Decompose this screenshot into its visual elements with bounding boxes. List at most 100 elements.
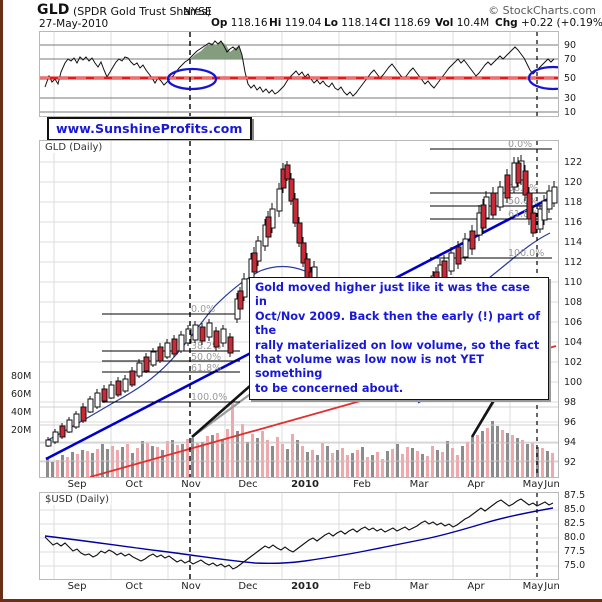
main-x-axis: Sep Oct Nov Dec 2010 Feb Mar Apr May Jun: [39, 478, 560, 494]
rsi-line: [44, 40, 555, 97]
exchange-name: NYSE: [183, 5, 212, 18]
annotation-line-5: to be concerned about.: [255, 381, 404, 395]
usd-xaxis-label-may: May: [522, 581, 544, 592]
change-value: +0.22 (+0.19%): [521, 17, 602, 29]
volume-label: Vol: [435, 17, 454, 29]
watermark-text: www.SunshineProfits.com: [56, 121, 243, 136]
svg-text:50.0%: 50.0%: [191, 352, 221, 363]
usd-tick-850: 85.0: [564, 504, 586, 515]
ticker-symbol: GLD: [37, 2, 70, 18]
close-field: Cl 118.69: [379, 17, 430, 29]
usd-xaxis-label-apr: Apr: [467, 581, 485, 592]
sunshineprofits-watermark: www.SunshineProfits.com: [47, 117, 252, 141]
price-tick-92: 92: [564, 457, 577, 468]
price-panel-title: GLD (Daily): [43, 142, 105, 153]
price-tick-102: 102: [564, 357, 583, 368]
usd-tick-775: 77.5: [564, 546, 586, 557]
rsi-plot: [40, 32, 558, 116]
price-tick-118: 118: [564, 197, 583, 208]
xaxis-label-apr: Apr: [467, 479, 485, 490]
high-field: Hi 119.04: [269, 17, 321, 29]
rsi-tick-90: 90: [564, 40, 577, 51]
volume-bars: [46, 403, 554, 477]
open-value: 118.16: [230, 17, 268, 29]
volume-tick-40m: 40M: [11, 407, 32, 418]
close-value: 118.69: [393, 17, 431, 29]
change-label: Chg: [495, 17, 518, 29]
usd-xaxis-label-dec: Dec: [238, 581, 258, 592]
annotation-line-3: rally materialized on low volume, so the…: [255, 338, 540, 352]
low-value: 118.14: [341, 17, 378, 29]
rsi-highlight-ellipse-right: [527, 65, 558, 91]
volume-gridlines: [40, 406, 558, 462]
open-field: Op 118.16: [211, 17, 268, 29]
chart-header: GLD (SPDR Gold Trust Shares) NYSE © Stoc…: [3, 0, 602, 30]
usd-xaxis-label-mar: Mar: [409, 581, 429, 592]
annotation-line-1: Gold moved higher just like it was the c…: [255, 281, 530, 309]
usd-index-panel: $USD (Daily) 87.5 85.0 82.5 80.0 77.5 75…: [39, 490, 585, 580]
usd-tick-875: 87.5: [564, 490, 586, 501]
xaxis-label-may: May: [522, 479, 544, 490]
usd-xaxis-label-feb: Feb: [353, 581, 371, 592]
volume-tick-60m: 60M: [11, 389, 32, 400]
fib-labels-right: 0.0% 38.2% 50.0% 61.8% 100.0%: [508, 141, 544, 259]
rsi-tick-70: 70: [564, 54, 577, 65]
usd-xaxis-label-2010: 2010: [291, 581, 319, 592]
low-field: Lo 118.14: [324, 17, 378, 29]
usd-xaxis-label-jun: Jun: [544, 581, 560, 592]
price-tick-98: 98: [564, 397, 577, 408]
svg-text:0.0%: 0.0%: [191, 304, 215, 315]
price-tick-114: 114: [564, 237, 583, 248]
chart-date: 27-May-2010: [39, 18, 109, 30]
price-tick-108: 108: [564, 297, 583, 308]
usd-moving-average-line: [44, 507, 554, 565]
rsi-tick-50: 50: [564, 73, 577, 84]
rsi-overbought-shading: [190, 41, 242, 59]
usd-tick-825: 82.5: [564, 518, 586, 529]
xaxis-label-dec: Dec: [238, 479, 258, 490]
stockcharts-logo: © StockCharts.com: [488, 4, 596, 17]
high-value: 119.04: [284, 17, 322, 29]
usd-panel-title: $USD (Daily): [43, 494, 112, 505]
volume-field: Vol 10.4M: [435, 17, 489, 29]
xaxis-label-mar: Mar: [409, 479, 429, 490]
svg-text:100.0%: 100.0%: [191, 392, 227, 403]
fib-retracement-left: [102, 313, 240, 403]
xaxis-label-sep: Sep: [67, 479, 87, 490]
usd-plot: [40, 493, 558, 579]
xaxis-label-2010: 2010: [291, 479, 319, 490]
price-tick-120: 120: [564, 177, 583, 188]
usd-x-axis: Sep Oct Nov Dec 2010 Feb Mar Apr May Jun: [39, 580, 560, 596]
price-tick-122: 122: [564, 157, 583, 168]
rsi-tick-30: 30: [564, 93, 577, 104]
price-tick-112: 112: [564, 257, 583, 268]
price-tick-100: 100: [564, 377, 583, 388]
low-label: Lo: [324, 17, 338, 29]
company-name: (SPDR Gold Trust Shares): [73, 5, 212, 18]
price-tick-96: 96: [564, 417, 577, 428]
annotation-line-2: Oct/Nov 2009. Back then the early (!) pa…: [255, 309, 541, 338]
usd-xaxis-label-sep: Sep: [67, 581, 87, 592]
xaxis-label-feb: Feb: [353, 479, 371, 490]
price-tick-104: 104: [564, 337, 583, 348]
analysis-annotation-box: Gold moved higher just like it was the c…: [249, 277, 549, 401]
svg-text:61.8%: 61.8%: [191, 363, 221, 374]
usd-price-line: [44, 498, 554, 570]
usd-xaxis-label-nov: Nov: [181, 581, 201, 592]
svg-text:100.0%: 100.0%: [508, 248, 544, 259]
volume-tick-80m: 80M: [11, 371, 32, 382]
xaxis-label-oct: Oct: [125, 479, 143, 490]
usd-xaxis-label-oct: Oct: [125, 581, 143, 592]
annotation-line-4: that volume was low now is not YET somet…: [255, 353, 484, 381]
svg-text:38.2%: 38.2%: [191, 341, 221, 352]
usd-tick-750: 75.0: [564, 560, 586, 571]
svg-text:0.0%: 0.0%: [508, 141, 532, 150]
svg-text:50.0%: 50.0%: [508, 196, 538, 207]
svg-text:61.8%: 61.8%: [508, 209, 538, 220]
xaxis-label-nov: Nov: [181, 479, 201, 490]
change-field: Chg +0.22 (+0.19%) ▲: [495, 17, 602, 29]
open-label: Op: [211, 17, 228, 29]
volume-tick-20m: 20M: [11, 425, 32, 436]
close-label: Cl: [379, 17, 391, 29]
